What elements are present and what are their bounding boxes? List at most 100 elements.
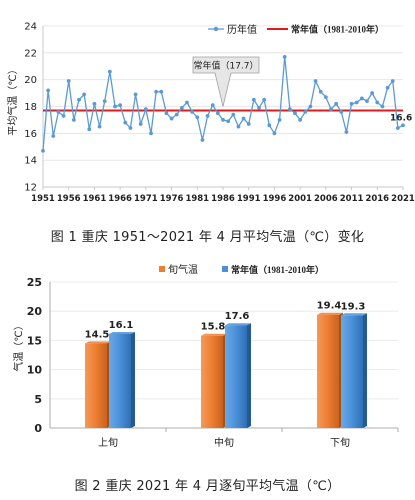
data-point (339, 109, 344, 114)
legend-dekad-label: 旬气温 (168, 263, 198, 276)
legend-normal-swatch (222, 266, 228, 272)
y-tick-label: 5 (34, 393, 42, 406)
x-tick-label: 1971 (134, 194, 158, 204)
data-point (385, 85, 390, 90)
x-tick-label: 上旬 (98, 436, 118, 449)
y-tick-label: 0 (34, 422, 42, 435)
data-point (323, 95, 328, 100)
data-point (154, 89, 159, 94)
data-point (272, 131, 277, 136)
data-point (102, 99, 107, 104)
bar (225, 325, 247, 428)
data-point (226, 119, 231, 124)
data-point (329, 107, 333, 112)
y-tick-label: 10 (27, 364, 43, 377)
y-axis-ticks: 12 14 16 18 20 22 24 (24, 22, 37, 194)
data-point (174, 112, 179, 117)
data-point (56, 109, 61, 114)
data-point (236, 124, 241, 129)
x-tick-label: 2001 (288, 194, 312, 204)
bar-side (131, 331, 135, 428)
x-tick-label: 1951 (31, 194, 55, 204)
data-point (169, 116, 174, 121)
data-point (179, 105, 184, 110)
y-tick-label: 25 (27, 276, 42, 289)
bar-top (317, 312, 343, 315)
callout-label: 常年值（17.7） (193, 60, 258, 72)
data-point (97, 124, 102, 129)
data-point (87, 127, 92, 132)
x-tick-label: 1996 (263, 194, 287, 204)
x-axis-ticks: 上旬 中旬 下旬 (98, 428, 399, 449)
data-point (159, 89, 164, 94)
annual-value-points (41, 54, 405, 153)
bar-side (247, 323, 251, 428)
data-point (318, 89, 323, 94)
data-point (41, 148, 45, 153)
data-point (149, 131, 153, 136)
data-point (308, 104, 313, 109)
y-tick-label: 15 (27, 334, 42, 347)
bar-top (201, 333, 227, 336)
data-point (390, 79, 395, 83)
legend-normal-label: 常年值（1981-2010年） (231, 264, 324, 275)
data-point (221, 118, 225, 122)
bar-top (109, 331, 135, 334)
bar (85, 343, 107, 428)
data-point (61, 113, 66, 118)
data-point (190, 109, 195, 114)
last-value-label: 16.6 (390, 113, 412, 123)
bar-value-label: 14.5 (85, 329, 110, 340)
y-tick-label: 12 (24, 183, 37, 194)
data-point (66, 79, 71, 83)
x-tick-label: 2011 (340, 194, 364, 204)
data-point (349, 101, 354, 106)
y-tick-label: 18 (24, 102, 37, 113)
bar-value-label: 19.4 (317, 301, 342, 312)
data-point (380, 104, 385, 109)
data-point (365, 99, 369, 104)
data-point (334, 101, 339, 106)
data-point (200, 138, 205, 142)
data-point (287, 107, 292, 112)
data-point (138, 122, 143, 126)
data-point (267, 123, 272, 128)
data-point (262, 97, 267, 102)
bar-top (225, 323, 251, 326)
y-axis-ticks: 0 5 10 15 20 25 (27, 276, 43, 435)
bar-value-label: 15.8 (201, 322, 226, 333)
data-point (313, 79, 318, 83)
x-tick-label: 1986 (211, 194, 235, 204)
y-tick-label: 20 (27, 305, 43, 318)
data-point (128, 126, 133, 130)
data-point (375, 100, 380, 105)
bar-side (363, 313, 367, 428)
data-point (344, 130, 349, 134)
data-point (395, 126, 400, 130)
data-point (401, 123, 405, 128)
data-point (46, 88, 51, 93)
y-tick-label: 24 (24, 22, 37, 33)
bar (201, 335, 223, 428)
bar-top (85, 341, 111, 344)
data-point (143, 107, 148, 112)
data-point (210, 103, 215, 108)
legend-normal-label: 常年值（1981-2010年） (291, 24, 384, 35)
x-tick-label: 1981 (185, 194, 209, 204)
figure-2-caption: 图 2 重庆 2021 年 4 月逐旬平均气温（℃） (74, 479, 341, 494)
x-tick-label: 下旬 (330, 436, 350, 449)
data-point (77, 97, 81, 102)
bar-top (341, 313, 367, 316)
bar-value-label: 16.1 (109, 320, 134, 331)
callout-bubble (192, 56, 260, 107)
x-tick-label: 1991 (237, 194, 261, 204)
data-point (51, 134, 56, 138)
bar (317, 314, 339, 428)
data-point (195, 115, 200, 120)
bar-value-label: 19.3 (341, 301, 366, 312)
x-tick-label: 1966 (108, 194, 132, 204)
y-axis-label: 气温（℃） (12, 320, 25, 371)
x-tick-label: 2006 (314, 194, 338, 204)
data-point (113, 104, 117, 109)
